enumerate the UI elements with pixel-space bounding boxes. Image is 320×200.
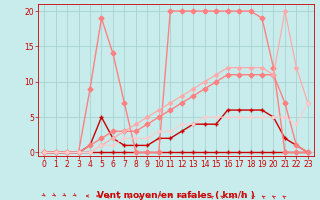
X-axis label: Vent moyen/en rafales ( km/h ): Vent moyen/en rafales ( km/h ): [97, 191, 255, 200]
